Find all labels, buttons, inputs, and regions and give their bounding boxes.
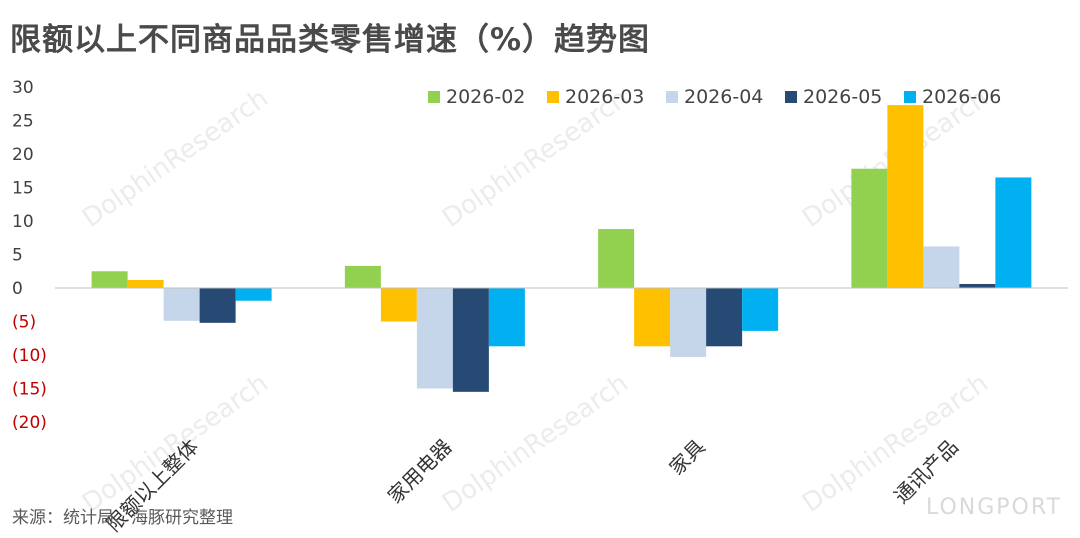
legend-swatch — [428, 91, 440, 103]
watermark-text: DolphinResearch — [77, 83, 274, 233]
chart-title: 限额以上不同商品品类零售增速（%）趋势图 — [10, 22, 651, 58]
legend: 2026-02 2026-03 2026-04 2026-05 2026-06 — [428, 86, 1001, 108]
legend-swatch — [547, 91, 559, 103]
y-axis: 30 25 20 15 10 5 0 (5) (10) (15) (20) — [12, 78, 47, 433]
watermark-text: DolphinResearch — [77, 368, 274, 518]
bar — [380, 288, 417, 322]
legend-label: 2026-05 — [803, 86, 882, 108]
longport-logo: LONGPORT — [925, 495, 1062, 520]
source-note: 来源：统计局、海豚研究整理 — [12, 508, 233, 528]
bar — [670, 288, 707, 358]
bar — [452, 288, 489, 392]
legend-label: 2026-03 — [565, 86, 644, 108]
y-tick-label: 30 — [12, 78, 34, 98]
bar — [344, 265, 381, 288]
bar — [91, 271, 128, 288]
y-tick-label: (10) — [12, 346, 47, 366]
legend-label: 2026-02 — [446, 86, 525, 108]
legend-label: 2026-04 — [684, 86, 763, 108]
bars — [91, 105, 1032, 392]
bar — [706, 288, 743, 347]
bar — [163, 288, 200, 321]
y-tick-label: 25 — [12, 112, 34, 132]
bar — [416, 288, 453, 389]
y-tick-label: (15) — [12, 380, 47, 400]
bar — [851, 168, 888, 288]
y-tick-label: 10 — [12, 212, 34, 232]
bar — [634, 288, 671, 347]
bar — [959, 283, 996, 288]
legend-swatch — [904, 91, 916, 103]
bar — [598, 229, 635, 288]
y-tick-label: 5 — [12, 246, 23, 266]
y-tick-label: (20) — [12, 413, 47, 433]
bar — [127, 279, 164, 288]
legend-label: 2026-06 — [922, 86, 1001, 108]
y-tick-label: 15 — [12, 179, 34, 199]
legend-swatch — [666, 91, 678, 103]
bar — [887, 105, 924, 288]
bar — [235, 288, 272, 301]
bar — [488, 288, 525, 347]
bar — [995, 177, 1032, 288]
y-tick-label: 0 — [12, 279, 23, 299]
category-label: 家具 — [664, 435, 709, 480]
y-tick-label: 20 — [12, 145, 34, 165]
bar — [199, 288, 236, 323]
bar — [923, 246, 960, 288]
legend-swatch — [785, 91, 797, 103]
y-tick-label: (5) — [12, 313, 36, 333]
bar — [742, 288, 779, 331]
